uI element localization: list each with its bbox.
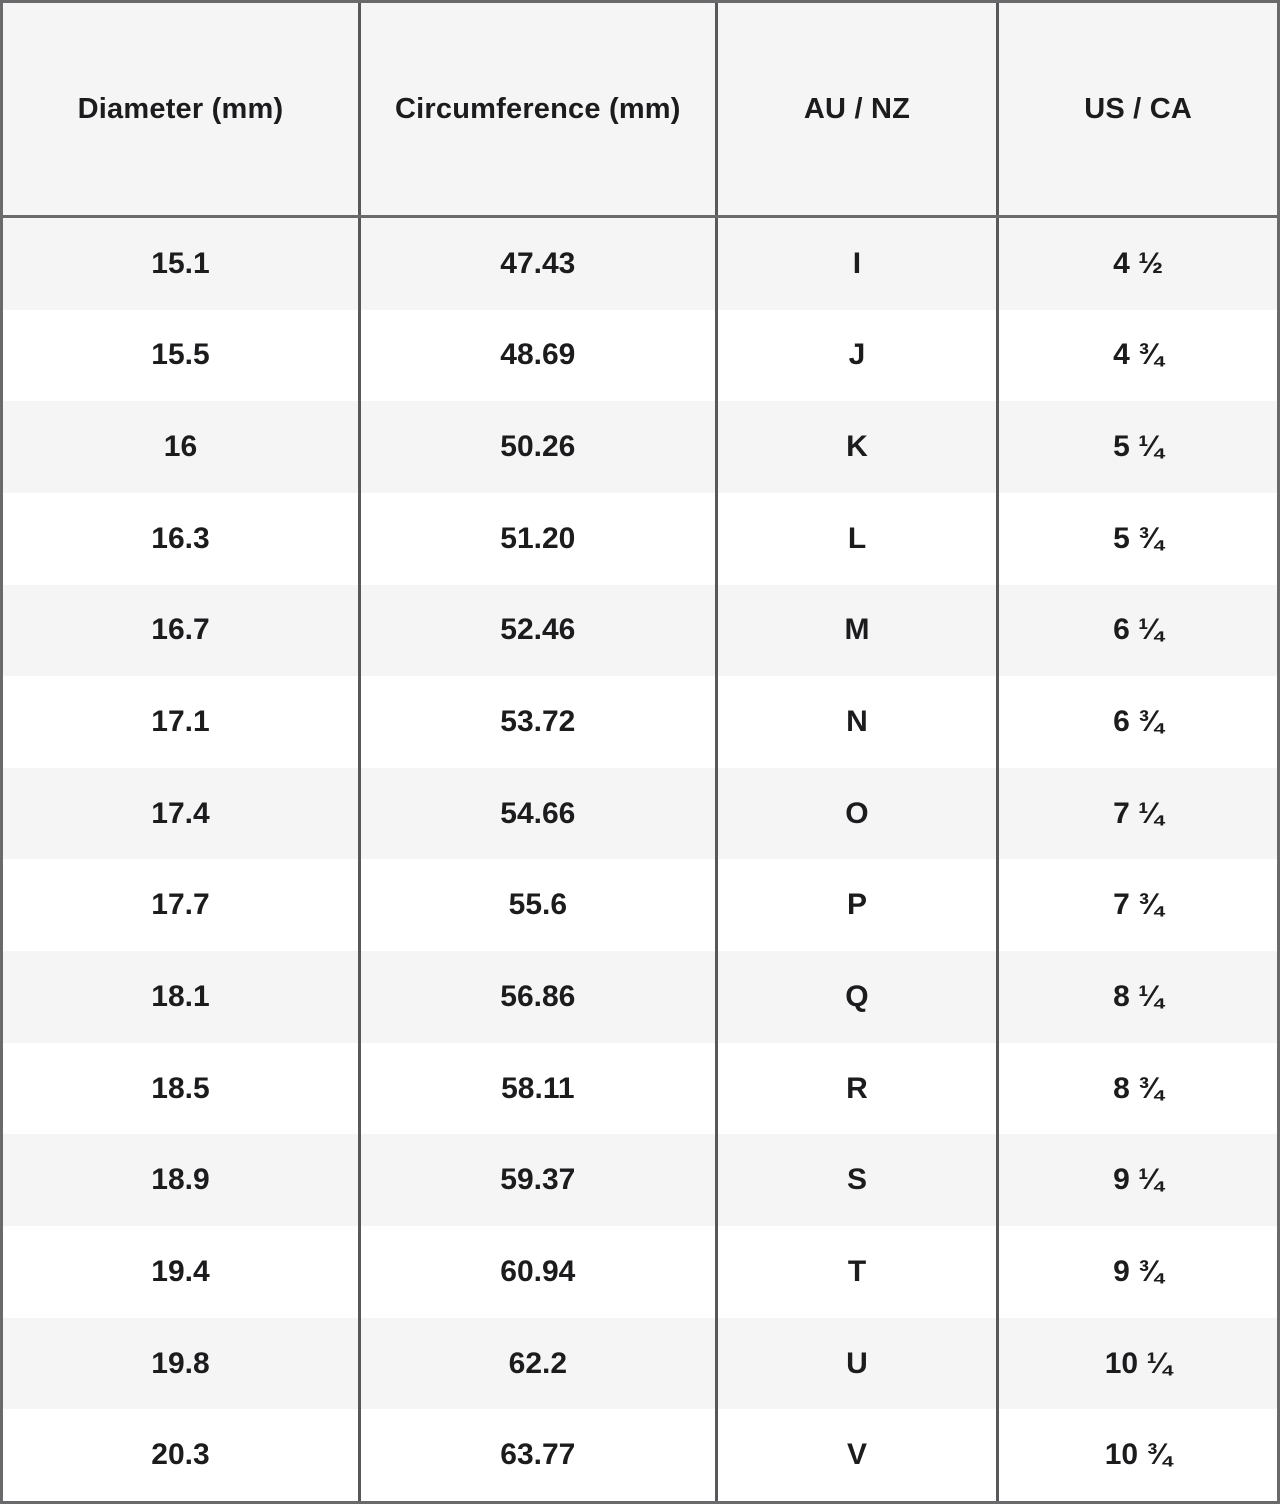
diameter-cell: 15.1 (3, 218, 361, 310)
diameter-cell: 16 (3, 401, 361, 493)
au-nz-size-cell: I (718, 218, 1000, 310)
us-ca-size-cell: 8 ¾ (1113, 1071, 1164, 1105)
circumference-cell: 60.94 (361, 1226, 718, 1318)
au-nz-size-cell: T (718, 1226, 1000, 1318)
us-ca-size-cell: 9 ¾ (1113, 1254, 1164, 1288)
au-nz-size-cell: Q (718, 951, 1000, 1043)
diameter-cell: 16.3 (3, 492, 361, 585)
circumference-cell: 63.77 (361, 1409, 718, 1501)
us-ca-size-cell: 5 ¼ (1113, 430, 1164, 464)
circumference-cell: 54.66 (361, 767, 718, 860)
au-nz-size-cell: L (718, 492, 1000, 585)
diameter-cell: 17.1 (3, 676, 361, 768)
column-header-circumference: Circumference (mm) (361, 3, 718, 215)
table-row: 18.9 59.37 S 9 ¼ (3, 1134, 1277, 1227)
table-row: 16.7 52.46 M 6 ¼ (3, 584, 1277, 677)
table-row: 17.1 53.72 N 6 ¾ (3, 676, 1277, 768)
diameter-cell: 20.3 (3, 1409, 361, 1501)
au-nz-size-cell: M (718, 584, 1000, 677)
column-header-au-nz: AU / NZ (718, 3, 1000, 215)
us-ca-size-cell: 10 ¾ (1104, 1438, 1172, 1472)
us-ca-size-cell: 4 ¾ (1113, 338, 1164, 372)
us-ca-size-cell: 9 ¼ (1113, 1163, 1164, 1197)
circumference-cell: 58.11 (361, 1042, 718, 1135)
us-ca-size-cell: 4 ½ (1113, 246, 1164, 280)
us-ca-size-cell: 7 ¾ (1113, 888, 1164, 922)
table-row: 15.5 48.69 J 4 ¾ (3, 309, 1277, 402)
circumference-cell: 51.20 (361, 492, 718, 585)
table-row: 19.4 60.94 T 9 ¾ (3, 1226, 1277, 1318)
diameter-cell: 18.1 (3, 951, 361, 1043)
circumference-cell: 48.69 (361, 309, 718, 402)
diameter-cell: 17.4 (3, 767, 361, 860)
us-ca-size-cell: 5 ¾ (1113, 521, 1164, 555)
table-row: 17.4 54.66 O 7 ¼ (3, 767, 1277, 860)
au-nz-size-cell: V (718, 1409, 1000, 1501)
diameter-cell: 19.8 (3, 1317, 361, 1410)
table-row: 18.1 56.86 Q 8 ¼ (3, 951, 1277, 1043)
diameter-cell: 17.7 (3, 859, 361, 952)
circumference-cell: 53.72 (361, 676, 718, 768)
au-nz-size-cell: N (718, 676, 1000, 768)
au-nz-size-cell: K (718, 401, 1000, 493)
circumference-cell: 59.37 (361, 1134, 718, 1227)
column-header-diameter: Diameter (mm) (3, 3, 361, 215)
diameter-cell: 18.9 (3, 1134, 361, 1227)
us-ca-size-cell: 7 ¼ (1113, 796, 1164, 830)
circumference-cell: 52.46 (361, 584, 718, 677)
circumference-cell: 47.43 (361, 218, 718, 310)
au-nz-size-cell: J (718, 309, 1000, 402)
table-row: 19.8 62.2 U 10 ¼ (3, 1317, 1277, 1410)
diameter-cell: 15.5 (3, 309, 361, 402)
diameter-cell: 18.5 (3, 1042, 361, 1135)
us-ca-size-cell: 6 ¼ (1113, 613, 1164, 647)
au-nz-size-cell: S (718, 1134, 1000, 1227)
diameter-cell: 16.7 (3, 584, 361, 677)
circumference-cell: 55.6 (361, 859, 718, 952)
table-row: 15.1 47.43 I 4 ½ (3, 218, 1277, 310)
table-row: 16 50.26 K 5 ¼ (3, 401, 1277, 493)
au-nz-size-cell: R (718, 1042, 1000, 1135)
table-row: 17.7 55.6 P 7 ¾ (3, 859, 1277, 952)
table-header-row: Diameter (mm) Circumference (mm) AU / NZ… (3, 3, 1277, 218)
circumference-cell: 50.26 (361, 401, 718, 493)
au-nz-size-cell: O (718, 767, 1000, 860)
table-row: 18.5 58.11 R 8 ¾ (3, 1042, 1277, 1135)
circumference-cell: 56.86 (361, 951, 718, 1043)
us-ca-size-cell: 10 ¼ (1104, 1346, 1172, 1380)
au-nz-size-cell: U (718, 1317, 1000, 1410)
table-row: 20.3 63.77 V 10 ¾ (3, 1409, 1277, 1501)
column-header-us-ca: US / CA (1084, 92, 1192, 125)
us-ca-size-cell: 8 ¼ (1113, 979, 1164, 1013)
us-ca-size-cell: 6 ¾ (1113, 705, 1164, 739)
table-row: 16.3 51.20 L 5 ¾ (3, 492, 1277, 585)
diameter-cell: 19.4 (3, 1226, 361, 1318)
au-nz-size-cell: P (718, 859, 1000, 952)
circumference-cell: 62.2 (361, 1317, 718, 1410)
